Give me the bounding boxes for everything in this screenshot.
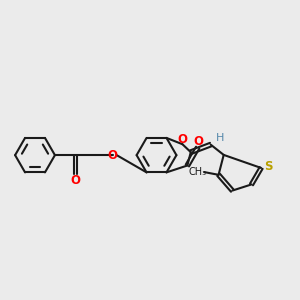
Text: S: S <box>264 160 272 173</box>
Text: O: O <box>194 135 203 148</box>
Text: CH₃: CH₃ <box>189 167 207 177</box>
Text: O: O <box>178 133 188 146</box>
Text: O: O <box>108 148 118 162</box>
Text: O: O <box>70 174 80 187</box>
Text: H: H <box>216 134 224 143</box>
